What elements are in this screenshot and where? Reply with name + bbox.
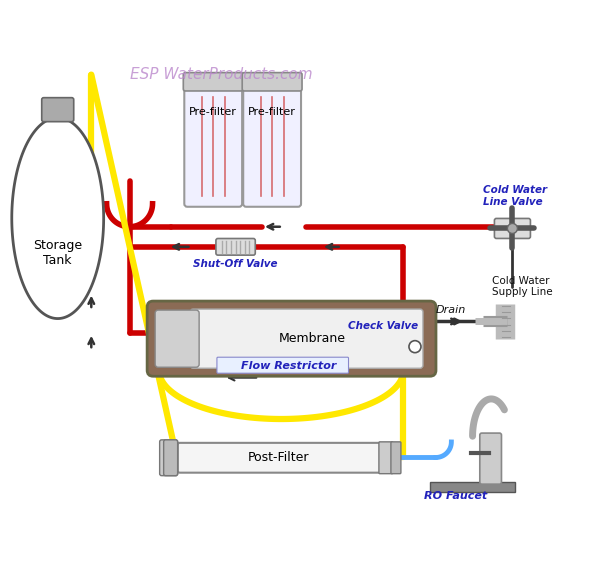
- Polygon shape: [12, 118, 104, 319]
- Text: Post-Filter: Post-Filter: [247, 451, 309, 464]
- Text: ESP WaterProducts.com: ESP WaterProducts.com: [130, 67, 312, 82]
- Text: Pre-filter: Pre-filter: [189, 107, 237, 117]
- Text: Cold Water
Line Valve: Cold Water Line Valve: [483, 185, 547, 207]
- FancyBboxPatch shape: [494, 219, 531, 238]
- Text: Storage
Tank: Storage Tank: [33, 239, 82, 266]
- FancyBboxPatch shape: [242, 73, 302, 91]
- Text: Check Valve: Check Valve: [348, 321, 418, 331]
- FancyBboxPatch shape: [216, 239, 255, 255]
- FancyBboxPatch shape: [164, 440, 178, 476]
- Text: Membrane: Membrane: [279, 332, 346, 345]
- Text: Cold Water
Supply Line: Cold Water Supply Line: [492, 276, 552, 297]
- FancyBboxPatch shape: [160, 440, 178, 476]
- FancyBboxPatch shape: [430, 482, 515, 492]
- FancyBboxPatch shape: [379, 442, 393, 474]
- Circle shape: [508, 223, 517, 234]
- FancyBboxPatch shape: [184, 86, 242, 207]
- FancyBboxPatch shape: [190, 309, 423, 369]
- Text: Pre-filter: Pre-filter: [248, 107, 296, 117]
- FancyBboxPatch shape: [391, 442, 401, 474]
- Text: Shut-Off Valve: Shut-Off Valve: [193, 259, 278, 269]
- FancyBboxPatch shape: [217, 357, 349, 373]
- Circle shape: [409, 340, 421, 352]
- FancyBboxPatch shape: [178, 443, 382, 472]
- FancyBboxPatch shape: [183, 73, 243, 91]
- FancyBboxPatch shape: [147, 301, 436, 376]
- FancyBboxPatch shape: [243, 86, 301, 207]
- Text: Drain: Drain: [436, 305, 466, 315]
- FancyBboxPatch shape: [42, 98, 74, 122]
- Text: RO Faucet: RO Faucet: [424, 491, 487, 501]
- FancyBboxPatch shape: [155, 310, 199, 367]
- Text: Flow Restrictor: Flow Restrictor: [241, 361, 336, 371]
- FancyBboxPatch shape: [480, 433, 501, 484]
